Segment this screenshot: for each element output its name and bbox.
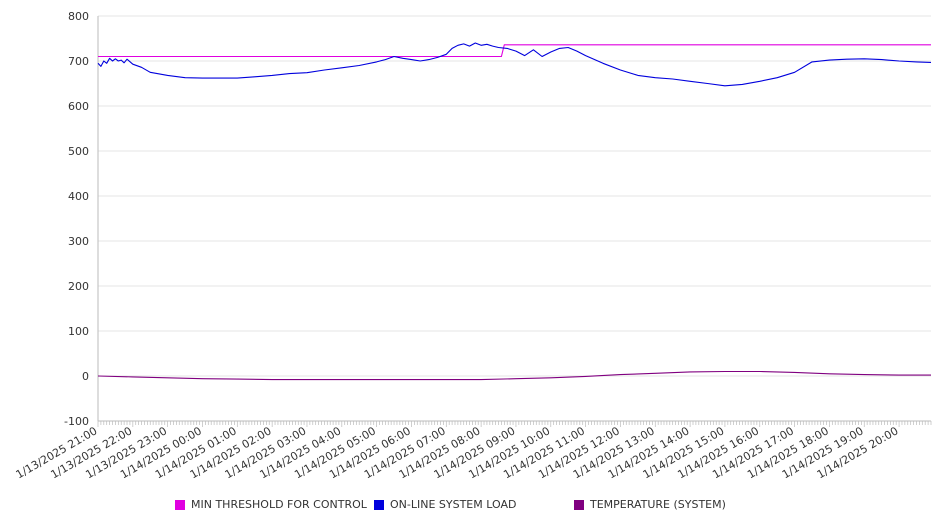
y-tick-label: 700 bbox=[68, 55, 89, 68]
legend-item-min-threshold[interactable]: MIN THRESHOLD FOR CONTROL bbox=[175, 498, 367, 511]
x-tick-labels: 1/13/2025 21:001/13/2025 22:001/13/2025 … bbox=[14, 424, 901, 481]
grid-lines bbox=[98, 15, 931, 422]
legend-swatch-temperature bbox=[574, 499, 584, 510]
legend-swatch-min-threshold bbox=[175, 499, 185, 510]
series-line-1 bbox=[97, 42, 932, 87]
legend-label-system-load: ON-LINE SYSTEM LOAD bbox=[390, 498, 517, 511]
y-tick-label: -100 bbox=[64, 415, 89, 428]
axes bbox=[97, 16, 932, 427]
legend-label-temperature: TEMPERATURE (SYSTEM) bbox=[590, 498, 726, 511]
y-tick-label: 300 bbox=[68, 235, 89, 248]
y-tick-labels: -100 0 100 200 300 400 500 600 700 800 bbox=[64, 10, 89, 428]
legend-item-temperature[interactable]: TEMPERATURE (SYSTEM) bbox=[574, 498, 726, 511]
y-tick-label: 800 bbox=[68, 10, 89, 23]
chart-legend: MIN THRESHOLD FOR CONTROL ON-LINE SYSTEM… bbox=[0, 498, 946, 514]
y-tick-label: 100 bbox=[68, 325, 89, 338]
legend-label-min-threshold: MIN THRESHOLD FOR CONTROL bbox=[191, 498, 367, 511]
y-tick-label: 200 bbox=[68, 280, 89, 293]
y-tick-label: 500 bbox=[68, 145, 89, 158]
legend-item-system-load[interactable]: ON-LINE SYSTEM LOAD bbox=[374, 498, 516, 511]
series-line-0 bbox=[98, 44, 931, 58]
series-line-2 bbox=[97, 370, 931, 381]
y-tick-label: 400 bbox=[68, 190, 89, 203]
y-tick-label: 0 bbox=[82, 370, 89, 383]
legend-swatch-system-load bbox=[374, 499, 384, 510]
y-tick-label: 600 bbox=[68, 100, 89, 113]
series-lines bbox=[97, 42, 932, 381]
